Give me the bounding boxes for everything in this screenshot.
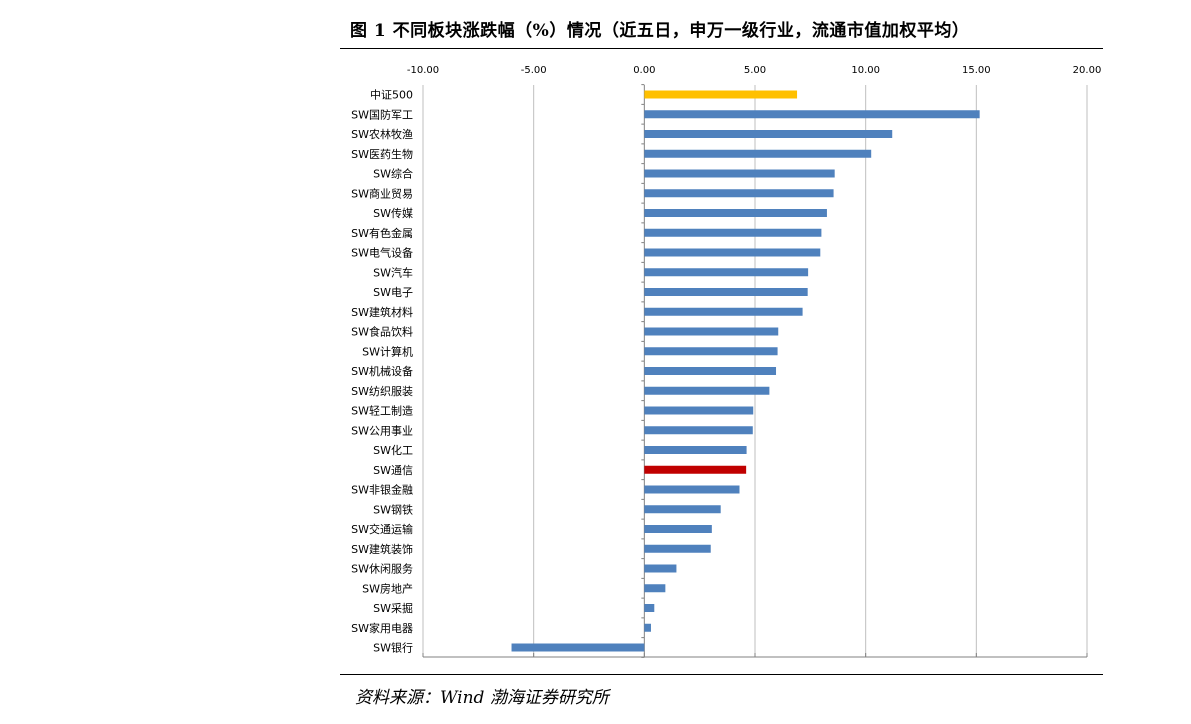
- category-label: SW食品饮料: [351, 325, 413, 339]
- category-label: SW交通运输: [351, 522, 413, 536]
- category-label: SW电气设备: [351, 246, 413, 260]
- bar: [644, 406, 754, 415]
- category-label: SW通信: [373, 464, 413, 477]
- bar: [644, 228, 822, 237]
- bar: [644, 149, 872, 158]
- bar: [644, 268, 809, 277]
- x-tick-label: 0.00: [633, 65, 655, 76]
- bar: [644, 525, 712, 533]
- bar: [644, 209, 827, 217]
- bar: [644, 248, 821, 257]
- x-tick-label: 15.00: [962, 65, 991, 76]
- category-label: SW房地产: [362, 581, 413, 595]
- category-labels: 中证500 SW国防军工 SW农林牧渔 SW医药生物 SW综合 SW商业贸易 SW传媒 SW有…: [351, 89, 413, 655]
- bar: [644, 564, 677, 573]
- bar: [644, 110, 980, 119]
- category-label: SW非银金融: [351, 483, 413, 497]
- bar: [644, 505, 721, 514]
- bar: [644, 446, 747, 454]
- bar: [644, 367, 777, 375]
- category-label: SW农林牧渔: [351, 127, 413, 141]
- bars: [511, 90, 980, 652]
- bar: [644, 426, 753, 435]
- bar: [644, 189, 834, 198]
- bar: [644, 604, 655, 612]
- category-label: SW家用电器: [351, 621, 413, 635]
- category-label: SW轻工制造: [351, 404, 413, 418]
- bar: [644, 485, 740, 494]
- bottom-rule: [340, 674, 1103, 675]
- bar: [644, 169, 835, 178]
- category-label: SW采掘: [373, 601, 413, 615]
- x-tick-label: 20.00: [1073, 65, 1102, 76]
- category-label: SW银行: [373, 641, 413, 655]
- bar: [644, 288, 808, 296]
- category-label: SW汽车: [373, 265, 413, 279]
- category-label: SW建筑装饰: [351, 542, 413, 556]
- category-label: SW有色金属: [351, 226, 413, 240]
- category-label: SW机械设备: [351, 364, 413, 378]
- bar: [644, 90, 798, 99]
- bar: [644, 130, 893, 138]
- bar: [644, 623, 651, 632]
- bar: [644, 584, 666, 593]
- category-label: SW公用事业: [351, 424, 413, 437]
- bar: [644, 544, 711, 553]
- category-label: SW建筑材料: [351, 305, 413, 319]
- bar: [644, 327, 779, 336]
- figure-title: 图 1 不同板块涨跌幅（%）情况（近五日，申万一级行业，流通市值加权平均）: [350, 21, 970, 41]
- category-label: SW电子: [373, 286, 413, 299]
- category-label: SW国防军工: [351, 107, 413, 121]
- x-tick-label: -10.00: [407, 65, 439, 76]
- x-tick-label: 5.00: [744, 65, 766, 76]
- category-label: 中证500: [370, 89, 413, 102]
- category-label: SW商业贸易: [351, 186, 413, 200]
- category-label: SW计算机: [362, 344, 413, 358]
- bar: [511, 643, 645, 652]
- category-label: SW钢铁: [373, 503, 413, 516]
- bar: [644, 386, 770, 395]
- source-note: 资料来源：Wind 渤海证券研究所: [355, 688, 609, 708]
- bar: [644, 465, 747, 474]
- bar: [644, 347, 778, 356]
- category-label: SW综合: [373, 167, 413, 181]
- category-label: SW医药生物: [351, 147, 413, 161]
- x-tick-label: 10.00: [851, 65, 880, 76]
- category-label: SW传媒: [373, 207, 413, 220]
- x-tick-label: -5.00: [521, 65, 547, 76]
- category-label: SW纺织服装: [351, 384, 413, 398]
- top-rule: [340, 48, 1103, 49]
- bar: [644, 307, 803, 316]
- category-label: SW休闲服务: [351, 562, 413, 576]
- category-label: SW化工: [373, 443, 413, 457]
